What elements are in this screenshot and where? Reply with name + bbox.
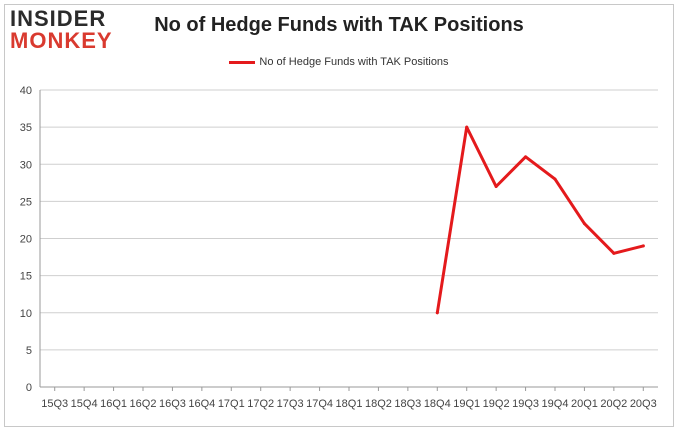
x-tick-label-17Q3: 17Q3: [277, 398, 304, 410]
x-tick-label-17Q1: 17Q1: [218, 398, 245, 410]
y-tick-label-15: 15: [20, 271, 32, 283]
x-tick-label-18Q1: 18Q1: [336, 398, 363, 410]
y-tick-label-10: 10: [20, 308, 32, 320]
chart-title: No of Hedge Funds with TAK Positions: [154, 14, 524, 36]
x-tick-label-16Q4: 16Q4: [188, 398, 215, 410]
logo-line-2: MONKEY: [10, 28, 113, 53]
chart-legend: No of Hedge Funds with TAK Positions: [0, 52, 678, 72]
data-point-20Q2: [612, 251, 616, 255]
data-point-18Q4: [435, 311, 439, 315]
y-tick-label-5: 5: [26, 345, 32, 357]
data-point-19Q2: [494, 185, 498, 189]
x-tick-label-20Q3: 20Q3: [630, 398, 657, 410]
legend-swatch: [229, 60, 256, 64]
x-tick-label-19Q1: 19Q1: [453, 398, 480, 410]
legend-label: No of Hedge Funds with TAK Positions: [259, 56, 449, 68]
y-tick-label-25: 25: [20, 196, 32, 208]
x-tick-label-19Q3: 19Q3: [512, 398, 539, 410]
x-tick-label-17Q4: 17Q4: [306, 398, 333, 410]
y-tick-label-30: 30: [20, 159, 32, 171]
y-tick-label-0: 0: [26, 382, 32, 394]
x-tick-label-18Q4: 18Q4: [424, 398, 451, 410]
x-tick-label-16Q2: 16Q2: [130, 398, 157, 410]
data-point-19Q4: [553, 177, 557, 181]
data-point-20Q1: [582, 222, 586, 226]
x-tick-label-15Q3: 15Q3: [41, 398, 68, 410]
x-tick-label-16Q1: 16Q1: [100, 398, 127, 410]
insider-monkey-logo: INSIDER MONKEY: [10, 8, 128, 54]
x-tick-label-18Q3: 18Q3: [394, 398, 421, 410]
logo-line-1: INSIDER: [10, 6, 107, 31]
y-tick-label-40: 40: [20, 85, 32, 97]
x-tick-label-18Q2: 18Q2: [365, 398, 392, 410]
x-tick-label-16Q3: 16Q3: [159, 398, 186, 410]
x-tick-label-20Q1: 20Q1: [571, 398, 598, 410]
x-tick-label-20Q2: 20Q2: [600, 398, 627, 410]
x-tick-label-15Q4: 15Q4: [71, 398, 98, 410]
x-tick-label-19Q4: 19Q4: [542, 398, 569, 410]
y-tick-label-35: 35: [20, 122, 32, 134]
data-point-19Q1: [465, 125, 469, 129]
y-tick-label-20: 20: [20, 234, 32, 246]
data-point-20Q3: [641, 244, 645, 248]
series-line-0: [435, 125, 645, 315]
data-point-19Q3: [524, 155, 528, 159]
x-tick-label-17Q2: 17Q2: [247, 398, 274, 410]
x-tick-label-19Q2: 19Q2: [483, 398, 510, 410]
chart-frame: [4, 4, 674, 427]
